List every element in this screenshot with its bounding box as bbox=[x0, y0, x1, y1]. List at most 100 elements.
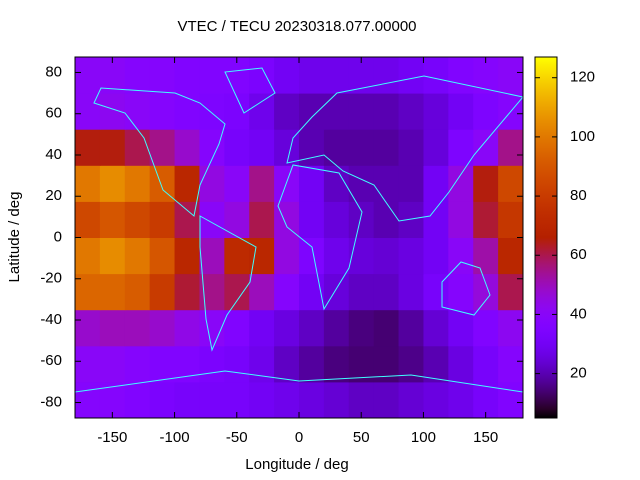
heatmap-cell bbox=[274, 309, 300, 347]
coastline bbox=[75, 370, 523, 393]
heatmap-cell bbox=[149, 237, 176, 275]
coastline bbox=[93, 87, 226, 217]
heatmap-cell bbox=[149, 345, 176, 383]
heatmap-cell bbox=[124, 381, 151, 419]
heatmap-cell bbox=[75, 237, 101, 275]
heatmap-cell bbox=[124, 273, 151, 311]
heatmap-cell bbox=[448, 93, 474, 130]
heatmap-cell bbox=[199, 93, 225, 130]
heatmap-cell bbox=[299, 201, 325, 238]
heatmap-cell bbox=[373, 165, 400, 202]
heatmap-cell bbox=[124, 309, 151, 347]
heatmap-cell bbox=[299, 129, 325, 166]
heatmap-cell bbox=[174, 93, 200, 130]
heatmap-cell bbox=[199, 381, 225, 419]
heatmap-cell bbox=[124, 165, 151, 202]
heatmap-cell bbox=[398, 93, 424, 130]
heatmap-cell bbox=[124, 57, 151, 94]
heatmap-cell bbox=[224, 129, 250, 166]
heatmap-cell bbox=[323, 57, 350, 94]
heatmap-cell bbox=[498, 381, 524, 419]
heatmap-cell bbox=[299, 237, 325, 275]
heatmap-cell bbox=[75, 201, 101, 238]
y-tick-label: -60 bbox=[40, 352, 62, 369]
colorbar-tick-label: 20 bbox=[570, 365, 587, 382]
heatmap-cell bbox=[498, 129, 524, 166]
heatmap-cell bbox=[448, 237, 474, 275]
heatmap-cell bbox=[75, 57, 101, 94]
heatmap-cell bbox=[224, 201, 250, 238]
heatmap-cell bbox=[174, 165, 200, 202]
heatmap-cell bbox=[473, 165, 499, 202]
heatmap-cell bbox=[323, 381, 350, 419]
heatmap-cell bbox=[323, 129, 350, 166]
x-tick-label: 50 bbox=[353, 429, 370, 446]
heatmap-cell bbox=[448, 345, 474, 383]
y-tick-label: 0 bbox=[54, 228, 62, 245]
heatmap-cell bbox=[274, 273, 300, 311]
heatmap-cell bbox=[498, 57, 524, 94]
heatmap-cell bbox=[373, 309, 400, 347]
coastline bbox=[277, 164, 363, 311]
heatmap-cell bbox=[224, 165, 250, 202]
heatmap-cell bbox=[398, 57, 424, 94]
x-tick-label: 150 bbox=[473, 429, 498, 446]
heatmap-cell bbox=[174, 381, 200, 419]
heatmap-cell bbox=[224, 309, 250, 347]
coastline bbox=[199, 215, 257, 352]
heatmap-cell bbox=[249, 273, 275, 311]
y-tick-label: 20 bbox=[45, 187, 62, 204]
heatmap-cell bbox=[299, 273, 325, 311]
heatmap-cell bbox=[299, 93, 325, 130]
heatmap-cell bbox=[75, 129, 101, 166]
heatmap-cell bbox=[174, 345, 200, 383]
heatmap-cell bbox=[323, 93, 350, 130]
heatmap-cell bbox=[174, 309, 200, 347]
heatmap-cell bbox=[398, 273, 424, 311]
heatmap-cell bbox=[274, 237, 300, 275]
heatmap-cell bbox=[174, 129, 200, 166]
heatmap-cell bbox=[199, 345, 225, 383]
heatmap-cell bbox=[498, 273, 524, 311]
heatmap-cell bbox=[448, 201, 474, 238]
heatmap-cell bbox=[473, 93, 499, 130]
heatmap-cell bbox=[348, 309, 375, 347]
heatmap-cell bbox=[373, 237, 400, 275]
heatmap-cell bbox=[224, 237, 250, 275]
heatmap-cell bbox=[149, 273, 176, 311]
heatmap-cell bbox=[423, 93, 449, 130]
coastlines bbox=[75, 67, 523, 393]
heatmap-cell bbox=[199, 201, 225, 238]
heatmap-cell bbox=[348, 345, 375, 383]
heatmap-cell bbox=[174, 273, 200, 311]
heatmap-cell bbox=[348, 129, 375, 166]
heatmap-cell bbox=[149, 165, 176, 202]
heatmap-cell bbox=[498, 201, 524, 238]
heatmap-cell bbox=[373, 273, 400, 311]
heatmap-cell bbox=[299, 381, 325, 419]
heatmap-cell bbox=[249, 237, 275, 275]
heatmap-cell bbox=[473, 273, 499, 311]
heatmap-cell bbox=[99, 345, 126, 383]
heatmap-cell bbox=[448, 129, 474, 166]
heatmap-cell bbox=[323, 273, 350, 311]
heatmap-cell bbox=[348, 57, 375, 94]
heatmap-cell bbox=[299, 165, 325, 202]
heatmap-cell bbox=[448, 57, 474, 94]
heatmap-cell bbox=[274, 345, 300, 383]
heatmap-cell bbox=[149, 381, 176, 419]
colorbar-tick-label: 60 bbox=[570, 246, 587, 263]
heatmap-cell bbox=[124, 129, 151, 166]
heatmap-cell bbox=[224, 57, 250, 94]
y-tick-label: -40 bbox=[40, 311, 62, 328]
heatmap-cell bbox=[373, 129, 400, 166]
heatmap-cell bbox=[249, 129, 275, 166]
heatmap-cell bbox=[174, 57, 200, 94]
colorbar-tick-label: 40 bbox=[570, 305, 587, 322]
colorbar-tick-label: 100 bbox=[570, 128, 595, 145]
heatmap-cell bbox=[423, 309, 449, 347]
heatmap-cell bbox=[149, 129, 176, 166]
y-tick-label: 60 bbox=[45, 105, 62, 122]
heatmap-cell bbox=[224, 93, 250, 130]
